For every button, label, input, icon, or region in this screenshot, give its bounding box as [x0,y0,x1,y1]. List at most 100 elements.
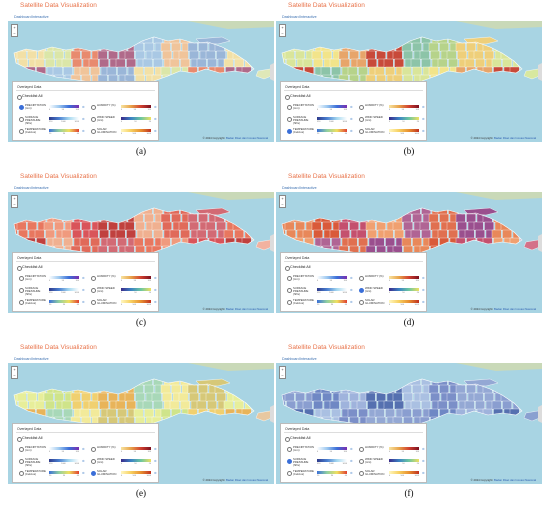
variable-radio[interactable] [287,129,292,134]
variable-radio[interactable] [19,288,24,293]
checklist-all[interactable]: Checklist All [285,265,310,271]
variable-solar-illumination[interactable]: SOLAR ILLUMINATION 0 500 1000 ⚙ [359,298,429,310]
nav-link-dashboard[interactable]: Dashboard [282,15,300,19]
layer-settings-icon[interactable]: ⚙ [422,128,425,133]
layer-settings-icon[interactable]: ⚙ [82,275,85,280]
nav-link-dashboard[interactable]: Dashboard [14,357,32,361]
layer-settings-icon[interactable]: ⚙ [82,458,85,463]
variable-temperature[interactable]: TEMPERATURE (Celcius) 20 30 40 ⚙ [19,127,89,139]
zoom-in-button[interactable]: + [281,196,284,201]
variable-wind-speed[interactable]: WIND SPEED (m/s) 0 10 20 ⚙ [91,457,161,469]
variable-temperature[interactable]: TEMPERATURE (Celcius) 20 30 40 ⚙ [19,469,89,481]
variable-wind-speed[interactable]: WIND SPEED (m/s) 0 10 20 ⚙ [91,286,161,298]
variable-wind-speed[interactable]: WIND SPEED (m/s) 0 10 20 ⚙ [359,286,429,298]
variable-radio[interactable] [287,459,292,464]
layer-settings-icon[interactable]: ⚙ [154,104,157,109]
nav-link-dashboard[interactable]: Dashboard [282,186,300,190]
layer-settings-icon[interactable]: ⚙ [350,275,353,280]
variable-temperature[interactable]: TEMPERATURE (Celcius) 20 30 40 ⚙ [287,298,357,310]
variable-radio[interactable] [91,129,96,134]
variable-surface-pressure[interactable]: SURFACE PRESSURE (hPa) 950 1000 1050 ⚙ [287,115,357,127]
variable-humidity[interactable]: HUMIDITY (%) 0 50 100 ⚙ [359,274,429,286]
variable-radio[interactable] [359,129,364,134]
variable-humidity[interactable]: HUMIDITY (%) 0 50 100 ⚙ [91,103,161,115]
zoom-in-button[interactable]: + [281,367,284,372]
nav-link-interactive[interactable]: Interactive [32,186,49,190]
checklist-all-radio[interactable] [17,436,22,442]
zoom-in-button[interactable]: + [13,367,16,372]
variable-radio[interactable] [359,300,364,305]
zoom-in-button[interactable]: + [13,25,16,30]
variable-humidity[interactable]: HUMIDITY (%) 0 50 100 ⚙ [359,103,429,115]
layer-settings-icon[interactable]: ⚙ [350,287,353,292]
checklist-all-radio[interactable] [285,94,290,100]
zoom-out-button[interactable]: − [13,201,16,207]
layer-settings-icon[interactable]: ⚙ [422,458,425,463]
zoom-in-button[interactable]: + [13,196,16,201]
variable-radio[interactable] [287,276,292,281]
layer-settings-icon[interactable]: ⚙ [154,128,157,133]
variable-radio[interactable] [91,117,96,122]
variable-precipitation[interactable]: PRECIPITATION (mm) 0 50 100 ⚙ [19,274,89,286]
zoom-out-button[interactable]: − [281,30,284,36]
variable-humidity[interactable]: HUMIDITY (%) 0 50 100 ⚙ [359,445,429,457]
zoom-out-button[interactable]: − [281,372,284,378]
variable-surface-pressure[interactable]: SURFACE PRESSURE (hPa) 950 1000 1050 ⚙ [287,286,357,298]
variable-radio[interactable] [359,471,364,476]
checklist-all[interactable]: Checklist All [17,94,42,100]
layer-settings-icon[interactable]: ⚙ [82,299,85,304]
variable-radio[interactable] [287,105,292,110]
variable-radio[interactable] [359,117,364,122]
variable-radio[interactable] [287,471,292,476]
layer-settings-icon[interactable]: ⚙ [422,446,425,451]
variable-temperature[interactable]: TEMPERATURE (Celcius) 20 30 40 ⚙ [19,298,89,310]
variable-radio[interactable] [19,300,24,305]
variable-radio[interactable] [19,105,24,110]
layer-settings-icon[interactable]: ⚙ [350,128,353,133]
zoom-in-button[interactable]: + [281,25,284,30]
variable-precipitation[interactable]: PRECIPITATION (mm) 0 50 100 ⚙ [287,445,357,457]
map-view[interactable]: + − Overlayed Data Checklist All PRECIPITATI… [276,21,542,142]
layer-settings-icon[interactable]: ⚙ [154,275,157,280]
variable-humidity[interactable]: HUMIDITY (%) 0 50 100 ⚙ [91,274,161,286]
layer-settings-icon[interactable]: ⚙ [82,446,85,451]
variable-surface-pressure[interactable]: SURFACE PRESSURE (hPa) 950 1000 1050 ⚙ [19,286,89,298]
variable-radio[interactable] [91,300,96,305]
zoom-out-button[interactable]: − [13,30,16,36]
variable-precipitation[interactable]: PRECIPITATION (mm) 0 50 100 ⚙ [19,103,89,115]
variable-temperature[interactable]: TEMPERATURE (Celcius) 20 30 40 ⚙ [287,127,357,139]
variable-solar-illumination[interactable]: SOLAR ILLUMINATION 0 500 1000 ⚙ [91,469,161,481]
variable-radio[interactable] [359,459,364,464]
variable-radio[interactable] [287,117,292,122]
variable-radio[interactable] [287,288,292,293]
variable-radio[interactable] [91,471,96,476]
variable-radio[interactable] [91,105,96,110]
variable-radio[interactable] [359,276,364,281]
nav-link-interactive[interactable]: Interactive [32,15,49,19]
layer-settings-icon[interactable]: ⚙ [82,116,85,121]
checklist-all[interactable]: Checklist All [285,94,310,100]
checklist-all-radio[interactable] [17,94,22,100]
layer-settings-icon[interactable]: ⚙ [350,470,353,475]
variable-solar-illumination[interactable]: SOLAR ILLUMINATION 0 500 1000 ⚙ [359,127,429,139]
variable-precipitation[interactable]: PRECIPITATION (mm) 0 50 100 ⚙ [19,445,89,457]
nav-link-interactive[interactable]: Interactive [300,15,317,19]
layer-settings-icon[interactable]: ⚙ [422,104,425,109]
variable-temperature[interactable]: TEMPERATURE (Celcius) 20 30 40 ⚙ [287,469,357,481]
layer-settings-icon[interactable]: ⚙ [154,446,157,451]
layer-settings-icon[interactable]: ⚙ [82,104,85,109]
checklist-all[interactable]: Checklist All [17,265,42,271]
map-view[interactable]: + − Overlayed Data Checklist All PRECIPITATI… [8,363,274,484]
copyright-org-link[interactable]: Badan Riset dan Inovasi Nasional [494,307,536,311]
layer-settings-icon[interactable]: ⚙ [350,116,353,121]
copyright-org-link[interactable]: Badan Riset dan Inovasi Nasional [494,136,536,140]
map-view[interactable]: + − Overlayed Data Checklist All PRECIPITATI… [8,192,274,313]
zoom-out-button[interactable]: − [281,201,284,207]
layer-settings-icon[interactable]: ⚙ [154,458,157,463]
variable-solar-illumination[interactable]: SOLAR ILLUMINATION 0 500 1000 ⚙ [359,469,429,481]
copyright-org-link[interactable]: Badan Riset dan Inovasi Nasional [226,307,268,311]
layer-settings-icon[interactable]: ⚙ [154,470,157,475]
variable-radio[interactable] [91,288,96,293]
variable-radio[interactable] [287,300,292,305]
layer-settings-icon[interactable]: ⚙ [350,299,353,304]
